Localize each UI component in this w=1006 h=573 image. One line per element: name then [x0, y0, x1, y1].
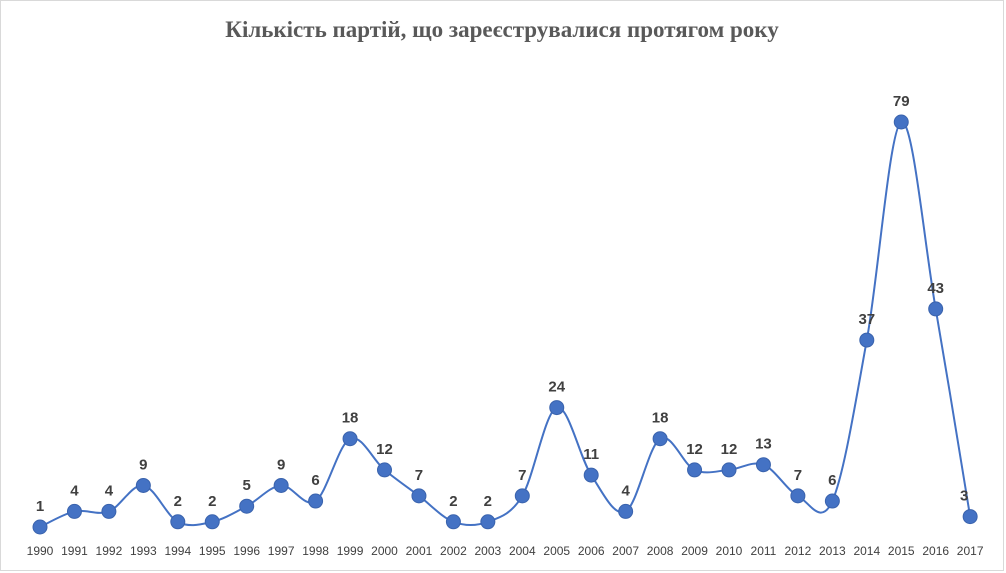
chart-title: Кількість партій, що зареєструвалися про…: [225, 17, 779, 42]
x-tick-label-1999: 1999: [337, 544, 364, 558]
x-tick-label-2016: 2016: [922, 544, 949, 558]
data-point-2002: [445, 514, 461, 530]
data-point-2001: [411, 488, 427, 504]
data-point-1995: [204, 514, 220, 530]
x-tick-label-1991: 1991: [61, 544, 88, 558]
data-point-2017: [962, 509, 978, 525]
data-label-2006: 11: [583, 446, 599, 463]
data-label-2014: 37: [858, 311, 875, 328]
data-point-2014: [859, 332, 875, 348]
data-label-1996: 5: [243, 477, 251, 494]
data-point-1990: [32, 519, 48, 535]
series-line-layer: [39, 120, 972, 528]
data-point-2011: [755, 457, 771, 473]
data-point-2013: [824, 493, 840, 509]
data-label-1991: 4: [70, 482, 79, 499]
data-point-1997: [273, 477, 289, 493]
x-tick-label-2012: 2012: [785, 544, 812, 558]
x-tick-label-1996: 1996: [233, 544, 260, 558]
x-tick-label-1993: 1993: [130, 544, 157, 558]
x-tick-label-2009: 2009: [681, 544, 708, 558]
data-label-1992: 4: [105, 482, 114, 499]
x-tick-label-1994: 1994: [164, 544, 191, 558]
x-tick-label-2005: 2005: [543, 544, 570, 558]
data-label-2015: 79: [893, 93, 910, 110]
data-marker-layer: [32, 114, 978, 535]
data-point-1993: [135, 477, 151, 493]
data-label-2007: 4: [621, 482, 630, 499]
x-tick-label-2000: 2000: [371, 544, 398, 558]
data-label-1993: 9: [139, 456, 147, 473]
x-tick-label-1992: 1992: [96, 544, 123, 558]
x-tick-label-2003: 2003: [474, 544, 501, 558]
x-tick-label-1997: 1997: [268, 544, 295, 558]
data-point-2010: [721, 462, 737, 478]
x-tick-label-2017: 2017: [957, 544, 984, 558]
x-tick-label-2015: 2015: [888, 544, 915, 558]
data-point-2005: [549, 400, 565, 416]
data-label-1990: 1: [36, 498, 44, 515]
data-point-2006: [583, 467, 599, 483]
data-label-2003: 2: [484, 493, 492, 510]
data-point-1994: [170, 514, 186, 530]
data-label-1995: 2: [208, 493, 216, 510]
data-label-2016: 43: [927, 280, 944, 297]
data-label-2001: 7: [415, 467, 423, 484]
x-tick-label-2010: 2010: [716, 544, 743, 558]
x-tick-label-1998: 1998: [302, 544, 329, 558]
x-tick-label-2011: 2011: [751, 544, 777, 558]
data-label-1997: 9: [277, 456, 285, 473]
data-label-2008: 18: [652, 410, 669, 427]
data-point-2007: [618, 503, 634, 519]
series-line: [39, 120, 972, 528]
x-tick-label-2002: 2002: [440, 544, 467, 558]
data-point-1992: [101, 503, 117, 519]
data-label-2010: 12: [721, 441, 738, 458]
x-tick-label-2014: 2014: [853, 544, 880, 558]
data-point-1991: [66, 503, 82, 519]
data-label-2004: 7: [518, 467, 526, 484]
data-point-2004: [514, 488, 530, 504]
data-label-2009: 12: [686, 441, 703, 458]
data-point-2016: [928, 301, 944, 317]
data-label-1998: 6: [311, 472, 319, 489]
data-point-2000: [377, 462, 392, 478]
data-point-1998: [308, 493, 324, 509]
data-label-2005: 24: [548, 379, 565, 396]
data-point-2008: [652, 431, 668, 447]
data-point-2009: [687, 462, 703, 478]
data-point-1996: [239, 498, 255, 514]
x-tick-label-2004: 2004: [509, 544, 536, 558]
x-tick-label-2001: 2001: [406, 544, 433, 558]
data-label-2013: 6: [828, 472, 836, 489]
x-axis-tick-layer: 1990 1991 1992 1993 1994 1995 1996 1997 1998 1999…: [27, 544, 984, 558]
data-point-2003: [480, 514, 496, 530]
x-tick-label-2007: 2007: [612, 544, 639, 558]
x-tick-label-2008: 2008: [647, 544, 674, 558]
data-label-2012: 7: [794, 467, 802, 484]
data-point-2012: [790, 488, 806, 504]
data-label-2017: 3: [960, 488, 968, 505]
data-point-1999: [342, 431, 358, 447]
data-label-layer: 1 4 4 9 2 2 5 9 6 18 12 7 2 2 7 24 11 4 18 12 12 13 7 6 37 79 43 3: [36, 93, 968, 515]
data-label-2000: 12: [376, 441, 393, 458]
data-label-2002: 2: [449, 493, 457, 510]
data-label-1994: 2: [174, 493, 182, 510]
x-tick-label-1990: 1990: [27, 544, 54, 558]
data-label-1999: 18: [342, 410, 359, 427]
data-point-2015: [893, 114, 909, 130]
data-label-2011: 13: [755, 436, 772, 453]
x-tick-label-2006: 2006: [578, 544, 605, 558]
x-tick-label-2013: 2013: [819, 544, 846, 558]
x-tick-label-1995: 1995: [199, 544, 226, 558]
